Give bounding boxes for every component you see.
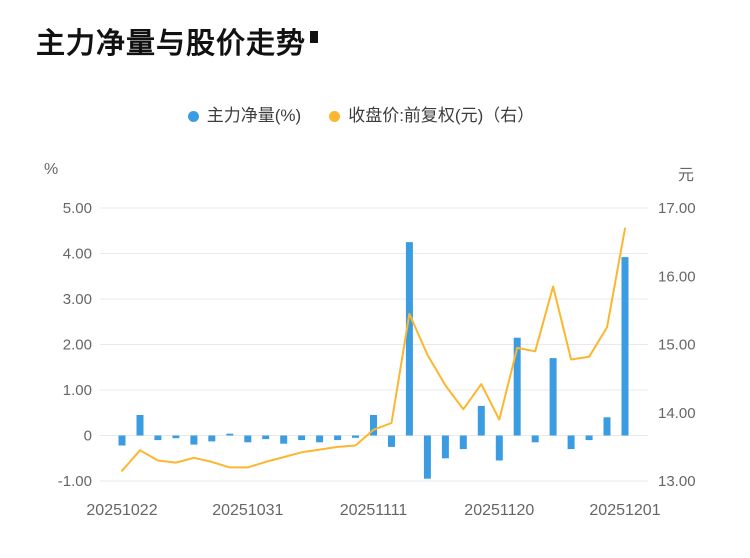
right-axis-tick-label: 17.00 bbox=[658, 200, 696, 217]
right-axis-tick-label: 14.00 bbox=[658, 405, 696, 422]
legend-dot-orange-icon bbox=[329, 110, 341, 122]
bar[interactable] bbox=[334, 435, 342, 441]
bar[interactable] bbox=[136, 415, 144, 436]
right-axis-tick-label: 13.00 bbox=[658, 473, 696, 490]
bar[interactable] bbox=[405, 242, 413, 436]
bar[interactable] bbox=[370, 415, 377, 436]
bar[interactable] bbox=[208, 435, 216, 442]
bar[interactable] bbox=[172, 435, 180, 439]
bar[interactable] bbox=[495, 435, 503, 461]
legend-label-close-price: 收盘价:前复权(元)（右） bbox=[348, 106, 535, 125]
left-axis-tick-label: -1.00 bbox=[58, 473, 92, 490]
legend-label-main-net-volume: 主力净量(%) bbox=[206, 106, 302, 125]
bar[interactable] bbox=[585, 435, 593, 441]
bar[interactable] bbox=[352, 435, 359, 438]
legend-item-close-price[interactable]: 收盘价:前复权(元)（右） bbox=[329, 105, 534, 127]
bar[interactable] bbox=[262, 435, 270, 440]
x-axis-tick-label: 20251120 bbox=[464, 502, 534, 519]
bar[interactable] bbox=[567, 435, 575, 450]
bar[interactable] bbox=[244, 435, 252, 443]
axis-tick-labels: 5.00 4.00 3.00 2.00 1.00 0 -1.00 17.00 16.00 15.0… bbox=[58, 200, 696, 519]
bar[interactable] bbox=[423, 435, 431, 479]
bar[interactable] bbox=[280, 435, 288, 444]
price-line-series[interactable] bbox=[121, 227, 626, 472]
bar[interactable] bbox=[298, 435, 306, 441]
bar-series-main-net-volume[interactable] bbox=[118, 242, 629, 479]
bar[interactable] bbox=[190, 435, 198, 445]
left-axis-tick-label: 4.00 bbox=[63, 246, 92, 263]
bar[interactable] bbox=[388, 435, 395, 447]
left-axis-unit-label: % bbox=[44, 161, 59, 178]
bar[interactable] bbox=[477, 405, 485, 436]
legend-item-main-net-volume[interactable]: 主力净量(%) bbox=[187, 105, 302, 127]
bar[interactable] bbox=[621, 257, 629, 436]
x-axis-tick-label: 20251022 bbox=[86, 502, 157, 519]
bar[interactable] bbox=[603, 417, 611, 436]
left-axis-tick-label: 5.00 bbox=[63, 200, 92, 217]
title-note-icon bbox=[310, 31, 319, 43]
bar[interactable] bbox=[531, 435, 539, 443]
right-axis-unit-label: 元 bbox=[677, 167, 694, 184]
page-title: 主力净量与股价走势 bbox=[36, 28, 307, 60]
right-axis-tick-label: 15.00 bbox=[658, 337, 696, 354]
left-axis-tick-label: 1.00 bbox=[63, 382, 92, 399]
bar[interactable] bbox=[549, 358, 557, 436]
x-axis-tick-label: 20251201 bbox=[589, 502, 660, 519]
left-axis-tick-label: 3.00 bbox=[63, 291, 92, 308]
left-axis-tick-label: 2.00 bbox=[63, 337, 92, 354]
bar[interactable] bbox=[459, 435, 467, 450]
bar[interactable] bbox=[513, 337, 521, 436]
right-axis-tick-label: 16.00 bbox=[658, 268, 696, 285]
x-axis-tick-label: 20251111 bbox=[340, 502, 408, 519]
x-axis-tick-label: 20251031 bbox=[212, 502, 283, 519]
left-axis-tick-label: 0 bbox=[84, 428, 92, 445]
grid-lines bbox=[100, 207, 648, 482]
bar[interactable] bbox=[316, 435, 324, 443]
chart-legend: 主力净量(%) 收盘价:前复权(元)（右） bbox=[0, 105, 722, 127]
bar[interactable] bbox=[118, 435, 126, 446]
title-row: 主力净量与股价走势 bbox=[36, 28, 319, 61]
bar[interactable] bbox=[441, 435, 449, 459]
legend-dot-blue-icon bbox=[187, 110, 199, 122]
bar[interactable] bbox=[226, 433, 234, 436]
bar[interactable] bbox=[154, 435, 162, 441]
